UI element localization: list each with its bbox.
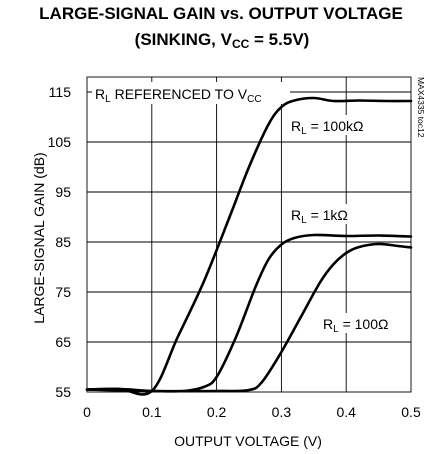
x-axis-label: OUTPUT VOLTAGE (V) <box>174 433 322 449</box>
x-tick-labels: 0 0.1 0.2 0.3 0.4 0.5 <box>83 404 421 420</box>
y-axis-label: LARGE-SIGNAL GAIN (dB) <box>31 152 47 323</box>
plot-frame <box>86 76 412 393</box>
x-tick-label: 0.5 <box>401 404 421 420</box>
figure-id: MAX4335 toc12 <box>416 77 425 138</box>
label-bg-100 <box>320 313 402 333</box>
x-tick-label: 0 <box>83 404 91 420</box>
x-tick-label: 0.2 <box>207 404 227 420</box>
chart-title-line1: LARGE-SIGNAL GAIN vs. OUTPUT VOLTAGE <box>39 4 403 23</box>
y-tick-label: 75 <box>55 284 71 300</box>
annotation-rl-referenced: RL REFERENCED TO VCC <box>95 86 262 105</box>
annotation-background <box>92 82 290 104</box>
y-tick-label: 55 <box>55 384 71 400</box>
x-tick-label: 0.3 <box>272 404 292 420</box>
series-line-100k <box>85 96 413 396</box>
y-tick-label: 95 <box>55 184 71 200</box>
y-tick-labels: 55 65 75 85 95 105 115 <box>48 84 72 400</box>
y-tick-label: 65 <box>55 334 71 350</box>
y-tick-label: 85 <box>55 234 71 250</box>
series-lines <box>85 96 413 396</box>
label-bg-1k <box>288 204 366 224</box>
series-line-100 <box>85 242 413 393</box>
label-bg-100k <box>288 115 385 135</box>
series-label-100k: RL = 100kΩ <box>291 118 363 137</box>
series-label-1k: RL = 1kΩ <box>291 207 348 226</box>
x-tick-label: 0.4 <box>336 404 356 420</box>
series-label-100: RL = 100Ω <box>323 316 388 335</box>
x-tick-label: 0.1 <box>142 404 162 420</box>
y-tick-label: 105 <box>48 134 72 150</box>
y-tick-label: 115 <box>49 84 72 100</box>
chart-title-line2: (SINKING, VCC = 5.5V) <box>135 30 310 51</box>
